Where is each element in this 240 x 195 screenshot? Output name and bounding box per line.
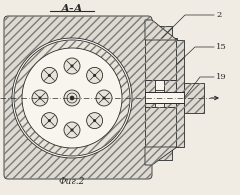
Bar xyxy=(164,80,176,107)
Bar xyxy=(150,147,172,160)
Circle shape xyxy=(14,40,130,156)
Circle shape xyxy=(93,119,96,122)
Bar xyxy=(150,26,172,38)
Bar xyxy=(176,40,184,147)
Bar xyxy=(145,80,155,107)
Circle shape xyxy=(38,97,42,99)
Bar xyxy=(145,107,177,147)
Circle shape xyxy=(64,58,80,74)
Bar xyxy=(145,80,155,107)
Circle shape xyxy=(70,96,74,100)
Circle shape xyxy=(71,65,73,67)
Text: А-А: А-А xyxy=(61,3,83,14)
Bar xyxy=(184,83,204,113)
Circle shape xyxy=(41,113,57,129)
Bar xyxy=(150,26,172,38)
Circle shape xyxy=(41,67,57,83)
Bar xyxy=(150,147,172,160)
Bar xyxy=(184,83,204,113)
FancyBboxPatch shape xyxy=(4,16,152,179)
Circle shape xyxy=(93,74,96,77)
Bar xyxy=(145,92,184,103)
Circle shape xyxy=(71,129,73,131)
Circle shape xyxy=(48,74,51,77)
Circle shape xyxy=(64,90,80,106)
Polygon shape xyxy=(145,147,177,165)
Text: 19: 19 xyxy=(216,73,227,81)
Circle shape xyxy=(64,122,80,138)
Bar xyxy=(145,107,177,147)
Circle shape xyxy=(48,119,51,122)
Text: Фиг.2: Фиг.2 xyxy=(59,177,85,186)
Circle shape xyxy=(87,67,103,83)
Bar xyxy=(164,80,176,107)
Circle shape xyxy=(32,90,48,106)
Circle shape xyxy=(87,113,103,129)
Bar xyxy=(145,38,177,80)
Text: 15: 15 xyxy=(216,43,227,51)
Circle shape xyxy=(12,38,132,158)
Bar xyxy=(148,80,164,90)
Circle shape xyxy=(102,97,106,99)
Polygon shape xyxy=(145,20,177,40)
Text: 2: 2 xyxy=(216,11,221,19)
Bar xyxy=(145,38,177,80)
Bar xyxy=(176,40,184,147)
Circle shape xyxy=(96,90,112,106)
Circle shape xyxy=(22,48,122,148)
